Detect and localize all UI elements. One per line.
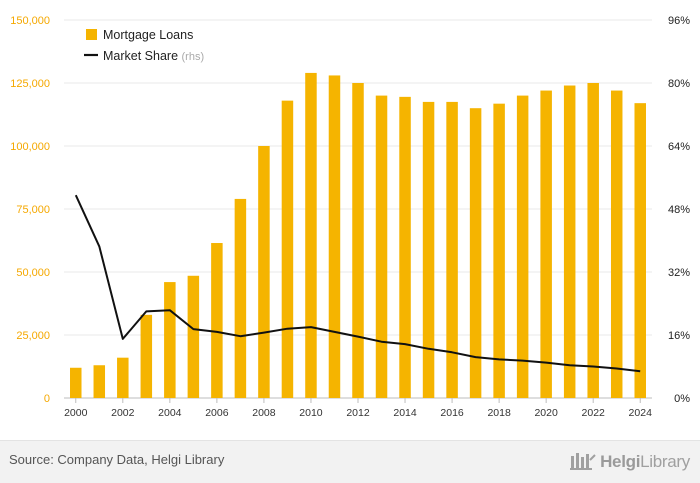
y-left-tick-label: 75,000 (16, 204, 50, 216)
bar-mortgage-loans (234, 198, 247, 398)
bar-mortgage-loans (493, 103, 505, 398)
helgi-library-logo-icon (570, 450, 596, 475)
y-right-tick-label: 0% (674, 393, 690, 405)
footer: Source: Company Data, Helgi Library Helg… (0, 440, 700, 483)
y-right-tick-label: 64% (668, 141, 690, 153)
bar-mortgage-loans (117, 357, 129, 398)
bar-series-mortgage-loans (70, 72, 646, 399)
y-left-tick-label: 0 (44, 393, 50, 405)
x-tick-label: 2008 (252, 407, 276, 419)
bar-mortgage-loans (422, 101, 435, 399)
bar-mortgage-loans (610, 90, 623, 398)
x-tick-label: 2012 (346, 407, 370, 419)
x-axis: 2000 2002 2004 2006 2008 2010 2012 2014 2016 2018… (64, 398, 652, 419)
line-market-share (74, 194, 641, 373)
y-right-tick-label: 96% (668, 15, 690, 27)
y-right-tick-label: 80% (668, 78, 690, 90)
bar-mortgage-loans (164, 282, 176, 398)
bar-mortgage-loans (563, 85, 576, 399)
y-left-tick-label: 25,000 (16, 330, 50, 342)
line-series-market-share (74, 194, 641, 373)
y-left-tick-label: 50,000 (16, 267, 50, 279)
bar-mortgage-loans (352, 83, 364, 398)
bar-mortgage-loans (375, 95, 388, 398)
bar-mortgage-loans (634, 103, 646, 398)
y-left-tick-label: 100,000 (10, 141, 50, 153)
y-right-tick-label: 16% (668, 330, 690, 342)
legend-swatch-mortgage-loans (86, 29, 97, 40)
x-tick-label: 2000 (64, 407, 88, 419)
legend-label-market-share: Market Share (rhs) (103, 49, 204, 63)
x-tick-label: 2024 (629, 407, 653, 419)
x-tick-label: 2004 (158, 407, 182, 419)
chart: 0 25,000 50,000 75,000 100,000 125,000 150,000… (10, 15, 690, 419)
y-right-tick-label: 32% (668, 267, 690, 279)
bar-mortgage-loans (211, 243, 223, 398)
x-tick-label: 2022 (582, 407, 606, 419)
x-tick-label: 2016 (440, 407, 464, 419)
y-axis-left: 0 25,000 50,000 75,000 100,000 125,000 150,000 (10, 15, 50, 405)
x-tick-label: 2006 (205, 407, 229, 419)
legend-label-rhs: (rhs) (182, 51, 205, 63)
legend-label-mortgage-loans: Mortgage Loans (103, 28, 193, 42)
bar-mortgage-loans (446, 101, 458, 399)
bar-mortgage-loans (93, 365, 106, 398)
logo-text-bold: Helgi (600, 452, 641, 471)
y-axis-right: 0% 16% 32% 48% 64% 80% 96% (668, 15, 690, 405)
bar-mortgage-loans (469, 108, 482, 398)
logo-text-rest: Library (640, 452, 690, 471)
x-tick-label: 2014 (393, 407, 417, 419)
y-left-tick-label: 125,000 (10, 78, 50, 90)
x-tick-label: 2020 (534, 407, 558, 419)
helgi-library-logo-text: HelgiLibrary (600, 452, 690, 472)
bar-mortgage-loans (399, 96, 411, 399)
x-tick-label: 2002 (111, 407, 135, 419)
helgi-library-logo[interactable]: HelgiLibrary (570, 450, 690, 474)
bar-mortgage-loans (516, 95, 529, 398)
bar-mortgage-loans (540, 90, 552, 398)
bar-mortgage-loans (305, 72, 317, 399)
bar-mortgage-loans (258, 146, 270, 398)
bar-mortgage-loans (70, 367, 82, 398)
bar-mortgage-loans (281, 100, 294, 398)
x-tick-label: 2018 (487, 407, 511, 419)
bar-mortgage-loans (140, 314, 153, 398)
bar-mortgage-loans (328, 75, 341, 398)
source-text: Source: Company Data, Helgi Library (9, 452, 225, 467)
y-right-tick-label: 48% (668, 204, 690, 216)
legend: Mortgage Loans Market Share (rhs) (84, 28, 204, 63)
bar-mortgage-loans (187, 275, 200, 398)
x-tick-label: 2010 (299, 407, 323, 419)
bar-mortgage-loans (587, 83, 599, 398)
y-left-tick-label: 150,000 (10, 15, 50, 27)
